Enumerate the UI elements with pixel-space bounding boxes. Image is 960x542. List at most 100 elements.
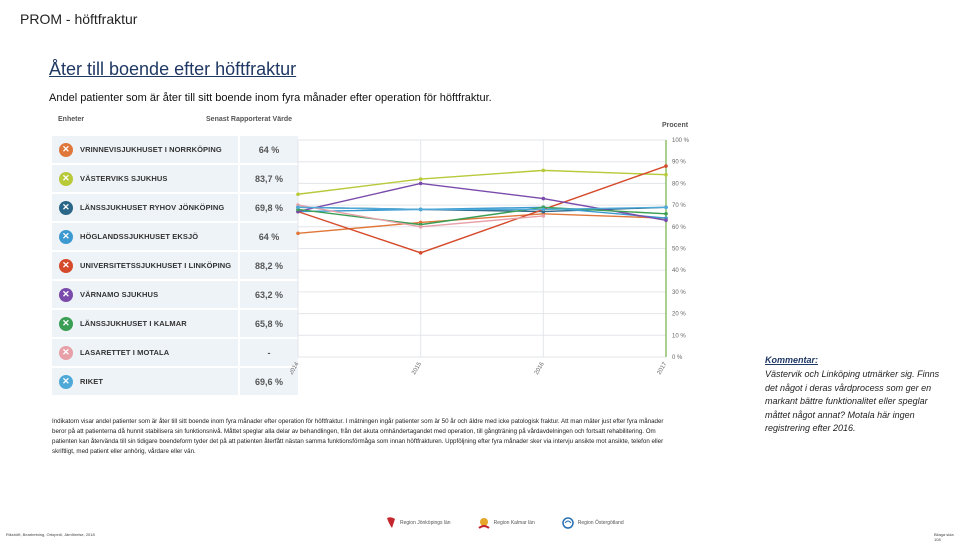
logo-label: Region Jönköpings län [400,520,451,526]
line-chart: 0 % 10 % 20 % 30 % 40 % 50 % 60 % 70 % 80 % 90 % 1… [290,138,690,376]
footnote: Indikatorn visar andel patienter som är … [52,418,664,455]
x-tick-label: 2015 [411,361,423,376]
series-line[interactable] [297,213,667,235]
series-line[interactable] [297,206,667,226]
close-icon[interactable]: ✕ [59,345,73,360]
data-point[interactable] [418,251,423,255]
x-tick-label: 2016 [534,361,546,376]
y-tick-label: 10 % [672,333,686,339]
data-point[interactable] [418,225,423,229]
y-tick-label: 40 % [672,268,686,274]
data-point[interactable] [664,172,668,177]
unit-row[interactable]: ✕ UNIVERSITETSSJUKHUSET I LINKÖPING 88,2 % [52,252,298,279]
unit-name-cell: ✕ UNIVERSITETSSJUKHUSET I LINKÖPING [52,252,238,279]
unit-value: 63,2 % [240,281,298,308]
close-icon[interactable]: ✕ [59,316,73,331]
unit-row[interactable]: ✕ LASARETTET I MOTALA - [52,339,298,366]
col-units-header: Enheter [58,116,85,123]
col-value-header: Senast Rapporterat Värde [206,116,292,123]
data-point[interactable] [296,205,300,210]
unit-value: - [240,339,298,366]
unit-row[interactable]: ✕ LÄNSSJUKHUSET I KALMAR 65,8 % [52,310,298,337]
data-point[interactable] [664,218,668,223]
series-line[interactable] [297,169,667,195]
close-icon[interactable]: ✕ [59,171,73,186]
close-icon[interactable]: ✕ [59,287,73,302]
unit-value: 83,7 % [240,165,298,192]
unit-name: VRINNEVISJUKHUSET I NORRKÖPING [80,145,222,154]
unit-name: RIKET [80,377,103,386]
series-line[interactable] [297,165,667,254]
unit-name: VÄSTERVIKS SJUKHUS [80,174,168,183]
unit-row[interactable]: ✕ VÄRNAMO SJUKHUS 63,2 % [52,281,298,308]
source-text: Rikshöft, Bearbetning, Ortopedi, Jämföre… [6,532,95,537]
data-point[interactable] [541,168,546,173]
units-table: Enheter Senast Rapporterat Värde ✕ VRINNE… [52,116,298,397]
unit-value: 69,6 % [240,368,298,395]
data-point[interactable] [418,207,423,212]
region-kalmar-logo-icon [477,518,490,529]
logo-region-jonkoping: Region Jönköpings län [385,516,451,530]
unit-name: VÄRNAMO SJUKHUS [80,290,159,299]
data-point[interactable] [296,192,300,197]
data-point[interactable] [664,205,668,210]
unit-row[interactable]: ✕ RIKET 69,6 % [52,368,298,395]
unit-value: 65,8 % [240,310,298,337]
y-tick-label: 30 % [672,290,686,296]
x-tick-label: 2014 [290,361,301,376]
data-point[interactable] [541,196,546,201]
unit-name: LÄNSSJUKHUSET I KALMAR [80,319,187,328]
y-tick-label: 60 % [672,225,686,231]
close-icon[interactable]: ✕ [59,258,73,273]
data-point[interactable] [664,164,668,168]
unit-name: LÄNSSJUKHUSET RYHOV JÖNKÖPING [80,203,225,212]
close-icon[interactable]: ✕ [59,200,73,215]
y-tick-label: 90 % [672,160,686,166]
y-tick-label: 100 % [672,138,690,144]
unit-row[interactable]: ✕ VRINNEVISJUKHUSET I NORRKÖPING 64 % [52,136,298,163]
unit-name: UNIVERSITETSSJUKHUSET I LINKÖPING [80,261,232,270]
logo-label: Region Östergötland [577,520,624,526]
unit-name: HÖGLANDSSJUKHUSET EKSJÖ [80,232,199,241]
unit-name-cell: ✕ RIKET [52,368,238,395]
unit-row[interactable]: ✕ HÖGLANDSSJUKHUSET EKSJÖ 64 % [52,223,298,250]
data-point[interactable] [541,207,546,212]
y-tick-label: 70 % [672,203,686,209]
units-table-header: Enheter Senast Rapporterat Värde [52,116,298,136]
unit-value: 64 % [240,136,298,163]
data-point[interactable] [541,214,546,218]
unit-row[interactable]: ✕ VÄSTERVIKS SJUKHUS 83,7 % [52,165,298,192]
series-line[interactable] [297,206,667,219]
header-title: PROM - höftfraktur [20,11,138,27]
close-icon[interactable]: ✕ [59,142,73,157]
unit-name: LASARETTET I MOTALA [80,348,170,357]
unit-name-cell: ✕ VÄRNAMO SJUKHUS [52,281,238,308]
y-tick-label: 20 % [672,312,686,318]
data-point[interactable] [418,177,423,181]
series-line[interactable] [297,182,667,221]
page-number: Bilaga sida 108 [934,532,954,542]
unit-name-cell: ✕ LÄNSSJUKHUSET I KALMAR [52,310,238,337]
main-title[interactable]: Åter till boende efter höftfraktur [49,59,297,79]
region-jonkoping-logo-icon [387,517,395,528]
unit-name-cell: ✕ HÖGLANDSSJUKHUSET EKSJÖ [52,223,238,250]
y-tick-label: 0 % [672,355,683,361]
subtitle: Andel patienter som är åter till sitt bo… [49,92,492,104]
unit-name-cell: ✕ VÄSTERVIKS SJUKHUS [52,165,238,192]
series-line[interactable] [297,206,667,211]
logo-region-kalmar: Region Kalmar län [477,516,535,530]
unit-name-cell: ✕ LÄNSSJUKHUSET RYHOV JÖNKÖPING [52,194,238,221]
logo-label: Region Kalmar län [493,520,535,526]
close-icon[interactable]: ✕ [59,229,73,244]
unit-row[interactable]: ✕ LÄNSSJUKHUSET RYHOV JÖNKÖPING 69,8 % [52,194,298,221]
close-icon[interactable]: ✕ [59,374,73,389]
comment-title: Kommentar: [765,355,819,365]
unit-value: 69,8 % [240,194,298,221]
data-point[interactable] [664,211,668,216]
footer-logos: Region Jönköpings län Region Kalmar län … [385,516,624,530]
y-tick-label: 80 % [672,181,686,187]
unit-name-cell: ✕ VRINNEVISJUKHUSET I NORRKÖPING [52,136,238,163]
data-point[interactable] [296,231,300,236]
data-point[interactable] [418,181,423,186]
col-percent-header: Procent [662,122,689,129]
